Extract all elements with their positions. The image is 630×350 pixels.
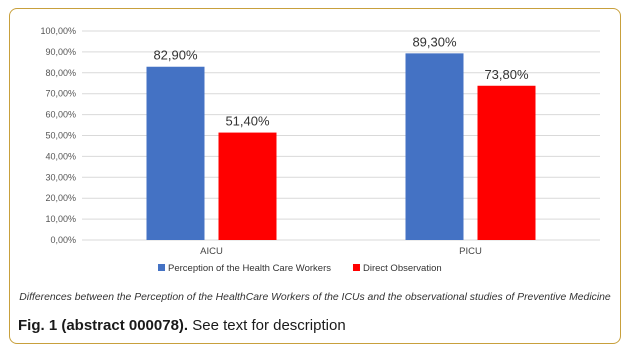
x-category-label: AICU (200, 246, 223, 257)
x-axis-category-labels: AICU PICU (200, 246, 482, 257)
data-label: 82,90% (153, 48, 198, 63)
y-tick-label: 100,00% (40, 26, 76, 36)
y-tick-label: 20,00% (45, 193, 76, 203)
y-tick-label: 30,00% (45, 172, 76, 182)
figure-description: See text for description (192, 317, 346, 334)
y-tick-label: 70,00% (45, 89, 76, 99)
bar (405, 53, 464, 240)
bar-chart: 0,00% 10,00% 20,00% 30,00% 40,00% 50,00% 60,00… (40, 26, 600, 274)
y-tick-label: 10,00% (45, 214, 76, 224)
figure-label: Fig. 1 (abstract 000078). (18, 317, 189, 334)
y-tick-label: 40,00% (45, 151, 76, 161)
bars (146, 53, 536, 241)
bar (146, 66, 205, 240)
y-tick-label: 90,00% (45, 47, 76, 57)
data-label: 73,80% (484, 67, 529, 82)
y-tick-label: 0,00% (50, 235, 76, 245)
x-category-label: PICU (459, 246, 482, 257)
bar (218, 132, 277, 240)
legend-label: Perception of the Health Care Workers (168, 263, 331, 274)
y-tick-label: 80,00% (45, 68, 76, 78)
legend-swatch (352, 264, 360, 271)
figure-frame: 0,00% 10,00% 20,00% 30,00% 40,00% 50,00% 60,00… (9, 8, 621, 344)
legend: Perception of the Health Care Workers Dir… (158, 263, 442, 274)
bar (477, 85, 536, 241)
data-labels: 82,90% 51,40% 89,30% 73,80% (153, 34, 529, 128)
y-tick-label: 50,00% (45, 131, 76, 141)
y-axis-tick-labels: 0,00% 10,00% 20,00% 30,00% 40,00% 50,00% 60,00… (40, 26, 76, 245)
data-label: 51,40% (225, 114, 270, 129)
chart-caption: Differences between the Perception of th… (19, 292, 611, 303)
legend-label: Direct Observation (363, 263, 442, 274)
legend-swatch (158, 264, 165, 271)
figure-caption: Fig. 1 (abstract 000078). See text for d… (18, 316, 612, 336)
y-tick-label: 60,00% (45, 110, 76, 120)
data-label: 89,30% (412, 34, 457, 49)
